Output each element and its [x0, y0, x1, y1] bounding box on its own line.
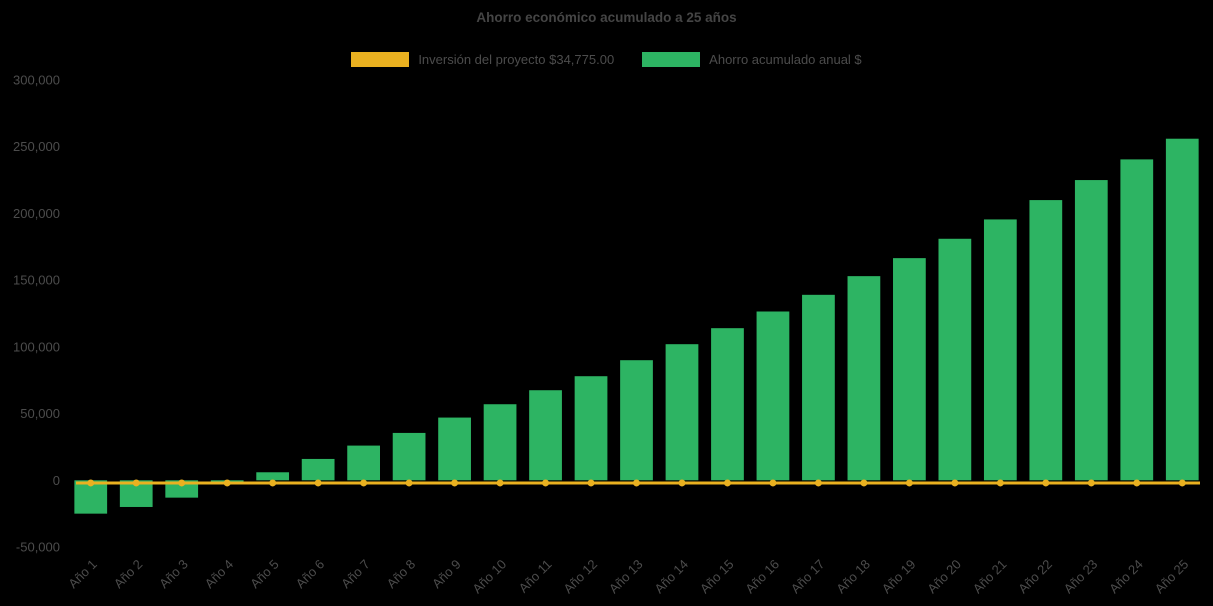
bar-año-17 — [802, 294, 835, 481]
line-marker — [1042, 479, 1050, 487]
y-tick-label: 300,000 — [13, 73, 60, 88]
line-marker — [951, 479, 959, 487]
line-marker — [132, 479, 140, 487]
line-marker — [1178, 479, 1186, 487]
legend: Inversión del proyecto $34,775.00 Ahorro… — [0, 52, 1213, 67]
x-tick-label: Año 21 — [970, 557, 1010, 597]
bar-año-6 — [301, 458, 335, 481]
bar-año-18 — [847, 276, 881, 481]
x-tick-label: Año 1 — [65, 557, 100, 592]
bar-año-19 — [893, 258, 926, 481]
line-marker — [769, 479, 777, 487]
line-marker — [360, 479, 368, 487]
y-tick-label: 150,000 — [13, 273, 60, 288]
line-marker — [814, 479, 822, 487]
x-tick-label: Año 5 — [247, 557, 282, 592]
x-tick-label: Año 10 — [469, 557, 509, 597]
x-tick-label: Año 6 — [293, 557, 328, 592]
x-tick-label: Año 8 — [384, 557, 419, 592]
line-marker — [178, 479, 186, 487]
line-marker — [1133, 479, 1141, 487]
line-marker — [860, 479, 868, 487]
bar-año-13 — [620, 360, 653, 481]
x-tick-label: Año 18 — [833, 557, 873, 597]
y-tick-label: 100,000 — [13, 339, 60, 354]
bar-año-25 — [1165, 138, 1199, 481]
x-tick-label: Año 13 — [606, 557, 646, 597]
x-tick-label: Año 25 — [1152, 557, 1192, 597]
bar-año-23 — [1074, 180, 1108, 481]
x-tick-label: Año 3 — [156, 557, 191, 592]
legend-label-savings: Ahorro acumulado anual $ — [709, 52, 862, 67]
bar-año-20 — [938, 238, 972, 481]
legend-item-inversion: Inversión del proyecto $34,775.00 — [351, 52, 614, 67]
bar-año-5 — [256, 472, 290, 481]
x-tick-label: Año 12 — [560, 557, 600, 597]
bar-año-10 — [483, 404, 517, 481]
y-tick-label: 200,000 — [13, 206, 60, 221]
line-marker — [87, 479, 95, 487]
bar-año-3 — [165, 480, 199, 498]
y-tick-label: 50,000 — [20, 406, 60, 421]
x-tick-label: Año 9 — [429, 557, 464, 592]
bar-año-21 — [983, 219, 1017, 481]
line-marker — [223, 479, 231, 487]
bar-año-15 — [711, 328, 744, 481]
y-tick-label: 0 — [53, 473, 60, 488]
legend-swatch-savings-bar — [642, 52, 701, 67]
x-tick-label: Año 7 — [338, 557, 373, 592]
legend-item-ahorro: Ahorro acumulado anual $ — [642, 52, 862, 67]
x-tick-label: Año 16 — [742, 557, 782, 597]
x-tick-label: Año 22 — [1015, 557, 1055, 597]
line-marker — [1087, 479, 1095, 487]
x-tick-label: Año 2 — [111, 557, 146, 592]
bar-año-7 — [347, 445, 380, 481]
bar-año-8 — [392, 432, 426, 481]
bar-año-16 — [756, 311, 790, 481]
line-marker — [269, 479, 277, 487]
bar-año-9 — [438, 417, 471, 481]
x-tick-label: Año 4 — [202, 557, 237, 592]
legend-label-investment: Inversión del proyecto $34,775.00 — [418, 52, 615, 67]
x-tick-label: Año 23 — [1061, 557, 1101, 597]
x-tick-label: Año 11 — [516, 557, 555, 596]
bar-año-24 — [1120, 159, 1154, 481]
bar-año-14 — [665, 344, 699, 481]
bar-año-11 — [529, 390, 562, 481]
x-tick-label: Año 20 — [924, 557, 964, 597]
y-tick-label: 250,000 — [13, 139, 60, 154]
chart-title: Ahorro económico acumulado a 25 años — [476, 10, 737, 25]
line-marker — [542, 479, 550, 487]
y-tick-label: -50,000 — [16, 540, 60, 555]
x-tick-label: Año 19 — [879, 557, 919, 597]
legend-swatch-investment-line — [351, 52, 410, 67]
x-tick-label: Año 24 — [1106, 557, 1146, 597]
line-marker — [678, 479, 686, 487]
line-marker — [587, 479, 595, 487]
x-tick-label: Año 15 — [697, 557, 737, 597]
x-tick-label: Año 17 — [788, 557, 828, 597]
bar-año-22 — [1029, 200, 1063, 481]
line-marker — [405, 479, 413, 487]
bar-año-12 — [574, 376, 608, 481]
line-marker — [723, 479, 731, 487]
line-marker — [496, 479, 504, 487]
line-marker — [905, 479, 913, 487]
line-marker — [451, 479, 459, 487]
line-marker — [996, 479, 1004, 487]
line-marker — [633, 479, 640, 487]
x-tick-label: Año 14 — [651, 557, 691, 597]
line-marker — [314, 479, 322, 487]
